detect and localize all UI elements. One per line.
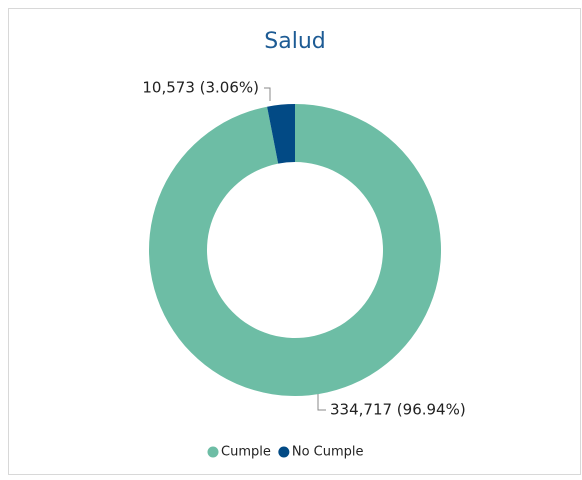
- legend-swatch: [207, 446, 219, 458]
- chart-title: Salud: [264, 29, 325, 54]
- legend-label: No Cumple: [292, 445, 364, 460]
- leader-line: [264, 87, 271, 101]
- data-label: 10,573 (3.06%): [142, 79, 259, 97]
- donut-slice: [267, 104, 295, 164]
- data-label: 334,717 (96.94%): [330, 401, 466, 419]
- legend-swatch: [278, 446, 290, 458]
- legend-label: Cumple: [221, 445, 271, 460]
- leader-line: [317, 394, 326, 411]
- card: [8, 8, 581, 475]
- donut-slice: [148, 104, 441, 397]
